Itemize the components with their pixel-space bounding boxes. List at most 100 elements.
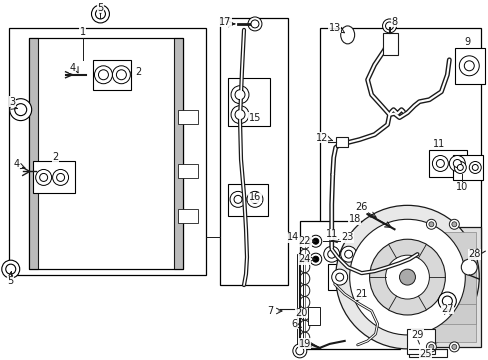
Circle shape xyxy=(426,342,435,352)
Circle shape xyxy=(468,162,480,174)
Circle shape xyxy=(312,256,318,262)
Bar xyxy=(335,136,347,147)
Circle shape xyxy=(331,269,347,285)
Circle shape xyxy=(292,344,306,358)
Circle shape xyxy=(448,342,458,352)
Circle shape xyxy=(385,22,393,30)
Text: 2: 2 xyxy=(52,153,59,162)
Circle shape xyxy=(435,159,444,167)
Text: 7: 7 xyxy=(266,306,272,316)
Circle shape xyxy=(57,174,64,181)
Bar xyxy=(454,48,484,84)
Text: 11: 11 xyxy=(432,139,445,149)
Text: 18: 18 xyxy=(348,214,360,224)
Circle shape xyxy=(428,345,433,350)
Circle shape xyxy=(437,292,455,310)
Text: 4: 4 xyxy=(14,159,20,170)
Circle shape xyxy=(458,56,478,76)
Text: 26: 26 xyxy=(355,202,367,212)
Bar xyxy=(178,165,198,179)
Text: 13: 13 xyxy=(328,23,340,33)
Circle shape xyxy=(426,219,435,229)
Text: 20: 20 xyxy=(295,308,307,318)
Circle shape xyxy=(453,162,466,174)
Ellipse shape xyxy=(340,26,354,44)
Circle shape xyxy=(235,90,244,100)
Circle shape xyxy=(309,235,321,247)
Circle shape xyxy=(230,86,248,104)
Text: 22: 22 xyxy=(298,236,310,246)
Bar xyxy=(93,60,131,90)
Bar xyxy=(327,264,357,290)
Circle shape xyxy=(230,106,248,123)
Circle shape xyxy=(91,5,109,23)
Text: 15: 15 xyxy=(248,113,261,123)
Circle shape xyxy=(335,273,343,281)
Bar xyxy=(408,349,447,357)
Text: 19: 19 xyxy=(298,339,310,349)
Bar xyxy=(178,209,198,223)
Bar xyxy=(29,38,183,269)
Circle shape xyxy=(442,296,451,306)
Bar xyxy=(424,232,475,342)
Circle shape xyxy=(246,192,263,207)
Text: 27: 27 xyxy=(440,304,453,314)
Bar xyxy=(382,33,397,55)
Bar xyxy=(227,78,269,126)
Circle shape xyxy=(382,19,396,33)
Circle shape xyxy=(40,174,47,181)
Bar xyxy=(424,264,475,304)
Circle shape xyxy=(448,156,465,171)
Circle shape xyxy=(6,264,16,274)
Circle shape xyxy=(53,170,68,185)
Circle shape xyxy=(95,9,105,19)
Bar xyxy=(320,239,360,269)
Text: 4: 4 xyxy=(69,63,76,73)
Text: 9: 9 xyxy=(463,37,469,47)
Bar xyxy=(29,38,38,269)
Circle shape xyxy=(335,205,478,349)
Circle shape xyxy=(460,259,476,275)
Text: 12: 12 xyxy=(315,132,327,143)
Circle shape xyxy=(15,104,27,116)
Bar xyxy=(299,221,399,349)
Circle shape xyxy=(451,222,456,227)
Text: 11: 11 xyxy=(325,229,337,239)
Circle shape xyxy=(340,246,356,262)
Text: 16: 16 xyxy=(248,192,261,202)
Bar xyxy=(29,38,183,269)
Text: 8: 8 xyxy=(391,17,397,27)
Circle shape xyxy=(229,192,245,207)
Bar xyxy=(33,162,74,193)
Text: 6: 6 xyxy=(291,319,297,329)
Circle shape xyxy=(295,347,303,355)
Circle shape xyxy=(234,195,242,203)
Bar xyxy=(178,110,198,123)
Bar xyxy=(174,38,183,269)
Bar xyxy=(407,329,434,354)
Circle shape xyxy=(312,238,318,244)
Bar xyxy=(220,18,287,285)
Bar xyxy=(419,227,480,347)
Circle shape xyxy=(94,66,112,84)
Circle shape xyxy=(235,110,244,120)
Circle shape xyxy=(344,250,352,258)
Circle shape xyxy=(327,250,335,258)
Circle shape xyxy=(471,165,477,170)
Circle shape xyxy=(399,269,415,285)
Circle shape xyxy=(431,156,447,171)
Circle shape xyxy=(10,99,32,121)
Text: 17: 17 xyxy=(219,17,231,27)
Circle shape xyxy=(349,219,465,335)
Text: 28: 28 xyxy=(467,249,480,259)
Text: 29: 29 xyxy=(410,330,423,340)
Bar xyxy=(227,184,267,216)
Circle shape xyxy=(250,195,259,203)
Circle shape xyxy=(98,70,108,80)
Bar xyxy=(428,149,467,177)
Circle shape xyxy=(451,345,456,350)
Text: 10: 10 xyxy=(455,183,468,192)
Circle shape xyxy=(309,253,321,265)
Circle shape xyxy=(452,159,460,167)
Circle shape xyxy=(448,219,458,229)
